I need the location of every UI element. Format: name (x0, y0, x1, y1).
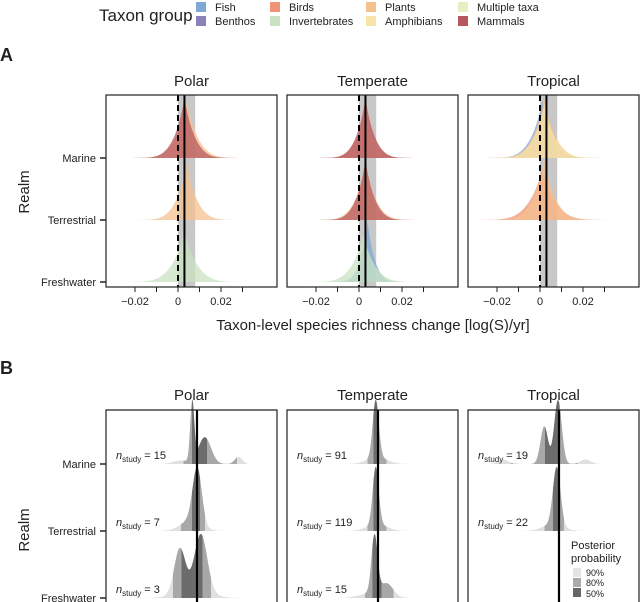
posterior-50-band-freshwater (181, 534, 203, 598)
x-tick-label: 0.02 (391, 296, 412, 308)
panel-a-realm-label: Realm (16, 170, 33, 213)
density-marine-mammals (117, 98, 247, 158)
panel-b-facet-tropical: Tropical nstudy = 19 nstudy = 22 (467, 387, 640, 602)
panel-a-x-axis-label: Taxon-level species richness change [log… (216, 317, 529, 334)
n-study-label-marine: nstudy = 15 (116, 450, 166, 464)
legend-swatch-amphibians (366, 16, 376, 26)
posterior-legend: Posterior probability 90% 80% 50% (571, 540, 622, 599)
n-study-label-freshwater: nstudy = 3 (116, 584, 160, 598)
x-tick-label: 0.02 (210, 296, 231, 308)
posterior-90-band-freshwater (365, 534, 394, 598)
panel-a-facet-temperate: Temperate −0.02 0 0.02 (286, 73, 459, 308)
n-study-label-marine: nstudy = 19 (478, 450, 528, 464)
legend-label-benthos: Benthos (215, 16, 256, 28)
legend-swatch-multiple-taxa (458, 2, 468, 12)
facet-title-tropical: Tropical (527, 73, 580, 90)
panel-b-letter: B (0, 358, 13, 378)
legend-swatch-invertebrates (270, 16, 280, 26)
panel-a-facet-tropical: Tropical −0.02 0 0.02 (467, 73, 640, 308)
posterior-level-50: 50% (586, 589, 604, 599)
realm-label-b-freshwater: Freshwater (41, 593, 96, 602)
panel-a-facet-polar: Polar −0.02 0 0.02 (105, 73, 278, 308)
panel-b-realm-label: Realm (16, 508, 33, 551)
posterior-50-band-marine (545, 400, 560, 464)
facet-title-polar: Polar (174, 73, 209, 90)
legend-label-plants: Plants (385, 2, 416, 14)
facet-title-b-tropical: Tropical (527, 387, 580, 404)
facet-frame (105, 409, 278, 602)
legend-label-multiple-taxa: Multiple taxa (477, 2, 540, 14)
posterior-swatch-80 (573, 578, 581, 587)
panel-b-facet-temperate: Temperate nstudy = 91 nstudy = 119 nstudy =… (286, 387, 459, 602)
legend-swatch-mammals (458, 16, 468, 26)
legend-label-birds: Birds (289, 2, 315, 14)
facet-frame (467, 409, 640, 602)
posterior-level-90: 90% (586, 568, 604, 578)
legend-label-amphibians: Amphibians (385, 16, 443, 28)
posterior-90-band-marine (511, 400, 578, 464)
legend-label-mammals: Mammals (477, 16, 525, 28)
legend-swatch-benthos (196, 16, 206, 26)
realm-label-freshwater: Freshwater (41, 277, 96, 289)
legend-swatch-fish (196, 2, 206, 12)
x-tick-label: 0 (175, 296, 181, 308)
facet-frame (467, 94, 640, 288)
facet-title-b-temperate: Temperate (337, 387, 408, 404)
facet-frame (105, 94, 278, 288)
panel-a-letter: A (0, 45, 13, 65)
posterior-legend-title-1: Posterior (571, 540, 615, 552)
n-study-label-terrestrial: nstudy = 7 (116, 517, 160, 531)
panel-b-facet-polar: Polar nstudy = 15 nstudy = 7 nstudy = 3 (105, 387, 278, 602)
x-tick-label: −0.02 (121, 296, 149, 308)
facet-title-temperate: Temperate (337, 73, 408, 90)
density-freshwater-invertebrates (298, 234, 428, 282)
density-terrestrial-mammals (298, 160, 428, 220)
posterior-level-80: 80% (586, 578, 604, 588)
density-terrestrial-plants (117, 163, 247, 220)
posterior-50-band-marine (192, 400, 207, 464)
density-freshwater-invertebrates (117, 231, 247, 282)
realm-label-b-marine: Marine (62, 459, 96, 471)
density-marine-mammals (298, 98, 428, 158)
n-study-label-freshwater: nstudy = 15 (297, 584, 347, 598)
density-marine-amphibians (479, 104, 609, 158)
legend-swatch-plants (366, 2, 376, 12)
x-tick-label: −0.02 (483, 296, 511, 308)
posterior-swatch-90 (573, 568, 581, 577)
posterior-50-band-terrestrial (553, 467, 560, 531)
realm-label-marine: Marine (62, 153, 96, 165)
realm-label-terrestrial: Terrestrial (48, 215, 96, 227)
realm-label-b-terrestrial: Terrestrial (48, 526, 96, 538)
legend-label-fish: Fish (215, 2, 236, 14)
n-study-label-terrestrial: nstudy = 22 (478, 517, 528, 531)
legend-title: Taxon group (99, 6, 193, 25)
legend-label-invertebrates: Invertebrates (289, 16, 354, 28)
posterior-legend-title-2: probability (571, 553, 622, 565)
legend-swatch-birds (270, 2, 280, 12)
x-tick-label: 0 (537, 296, 543, 308)
x-tick-label: −0.02 (302, 296, 330, 308)
n-study-label-marine: nstudy = 91 (297, 450, 347, 464)
facet-frame (286, 94, 459, 288)
x-tick-label: 0.02 (572, 296, 593, 308)
facet-frame (286, 409, 459, 602)
x-tick-label: 0 (356, 296, 362, 308)
taxon-legend: Taxon group Fish Benthos Birds Invertebrate… (99, 2, 540, 28)
n-study-label-terrestrial: nstudy = 119 (297, 517, 352, 531)
density-terrestrial-plants (479, 160, 609, 220)
facet-title-b-polar: Polar (174, 387, 209, 404)
posterior-swatch-50 (573, 588, 581, 597)
